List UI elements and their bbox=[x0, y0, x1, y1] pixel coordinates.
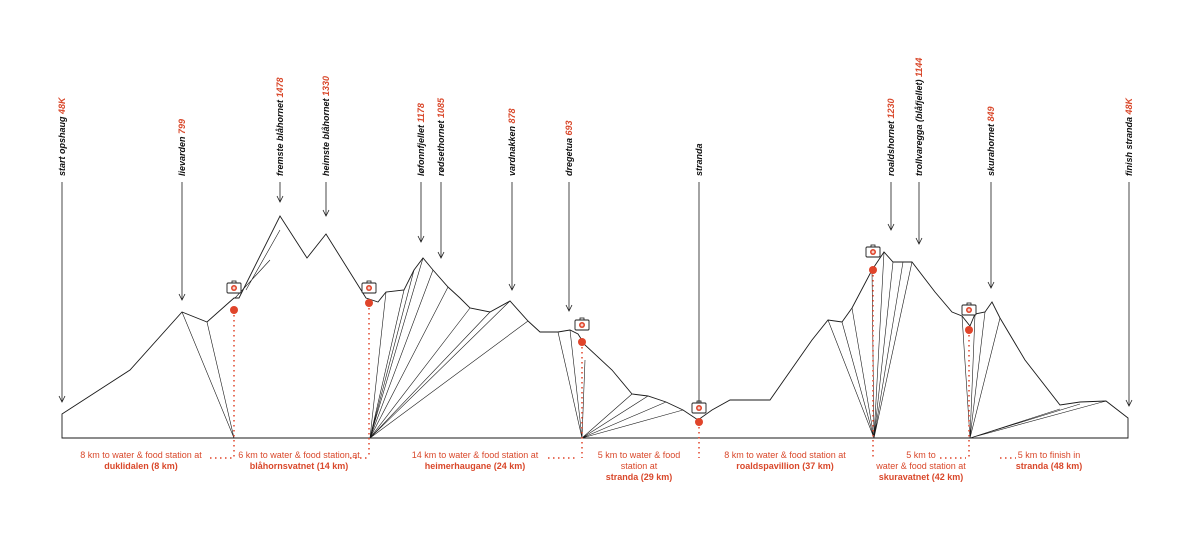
arrow-down-icon bbox=[276, 195, 284, 203]
first-aid-kit-icon bbox=[361, 280, 377, 294]
peak-name: dregetua bbox=[564, 138, 574, 176]
peak-elevation: 1330 bbox=[321, 76, 331, 99]
segment-note-text: water & food station at bbox=[875, 461, 966, 471]
segment-note-text: station at bbox=[621, 461, 658, 471]
segment-note-text: 5 km to finish in bbox=[1018, 450, 1081, 460]
peak-name: start opshaug bbox=[57, 116, 67, 176]
segment-note-destination: heimerhaugane (24 km) bbox=[425, 461, 526, 471]
station-stranda bbox=[691, 400, 707, 458]
peak-name: fremste blåhornet bbox=[275, 99, 285, 176]
segment-note-destination: duklidalen (8 km) bbox=[104, 461, 178, 471]
station-dot bbox=[578, 338, 586, 346]
segment-note-destination: roaldspavillion (37 km) bbox=[736, 461, 834, 471]
arrow-down-icon bbox=[322, 209, 330, 217]
first-aid-kit-icon bbox=[226, 280, 242, 294]
arrow-down-icon bbox=[887, 223, 895, 231]
peak-labels: start opshaug 48K lievarden 799 fremste bl… bbox=[57, 58, 1134, 176]
peak-name: vardnakken bbox=[507, 125, 517, 176]
station-duklidalen bbox=[226, 280, 242, 458]
arrow-down-icon bbox=[58, 395, 66, 403]
first-aid-kit-icon bbox=[574, 317, 590, 331]
segment-note: 14 km to water & food station atheimerha… bbox=[412, 450, 539, 471]
station-dot bbox=[695, 418, 703, 426]
station-roaldshornet bbox=[865, 244, 881, 458]
peak-elevation: 48K bbox=[57, 96, 67, 117]
peak-label-lievarden: lievarden 799 bbox=[177, 119, 187, 176]
segment-note-text: 5 km to water & food bbox=[598, 450, 681, 460]
arrow-down-icon bbox=[508, 283, 516, 291]
peak-label-start-opshaug: start opshaug 48K bbox=[57, 96, 67, 176]
segment-note-destination: blåhornsvatnet (14 km) bbox=[250, 461, 349, 471]
arrow-down-icon bbox=[437, 251, 445, 259]
peak-label-roaldshornet: roaldshornet 1230 bbox=[886, 98, 896, 176]
peak-elevation: 1144 bbox=[914, 58, 924, 80]
peak-name: trollvaregga (blåfjellet) bbox=[914, 79, 924, 176]
peak-label-r-dsethornet: rødsethornet 1085 bbox=[436, 97, 446, 176]
peak-elevation: 48K bbox=[1124, 96, 1134, 117]
peak-label-dregetua: dregetua 693 bbox=[564, 120, 574, 176]
arrow-down-icon bbox=[565, 304, 573, 312]
peak-name: lievarden bbox=[177, 136, 187, 176]
peak-elevation: 1085 bbox=[436, 97, 446, 121]
segment-notes: 8 km to water & food station atduklidale… bbox=[80, 450, 1082, 482]
segment-note-destination: skuravatnet (42 km) bbox=[879, 472, 964, 482]
peak-elevation: 693 bbox=[564, 120, 574, 138]
peak-name: stranda bbox=[694, 143, 704, 176]
station-dot bbox=[965, 326, 973, 334]
segment-note: 6 km to water & food station atblåhornsv… bbox=[238, 450, 360, 471]
peak-label-skurahornet: skurahornet 849 bbox=[986, 106, 996, 176]
peak-elevation: 1178 bbox=[416, 103, 426, 125]
peak-label-fremste-bla-hornet: fremste blåhornet 1478 bbox=[275, 77, 285, 176]
peak-label-l-fonnfjellet: løfonnfjellet 1178 bbox=[416, 103, 426, 176]
station-markers bbox=[210, 244, 1016, 459]
segment-note-text: 8 km to water & food station at bbox=[724, 450, 846, 460]
peak-elevation: 1478 bbox=[275, 77, 285, 100]
station-dot bbox=[869, 266, 877, 274]
peak-name: finish stranda bbox=[1124, 117, 1134, 176]
peak-elevation: 878 bbox=[507, 108, 517, 126]
peak-name: rødsethornet bbox=[436, 119, 446, 176]
station-dot bbox=[230, 306, 238, 314]
first-aid-kit-icon bbox=[691, 400, 707, 414]
segment-note: 8 km to water & food station atduklidale… bbox=[80, 450, 202, 471]
first-aid-kit-icon bbox=[865, 244, 881, 258]
peak-name: skurahornet bbox=[986, 123, 996, 176]
arrow-down-icon bbox=[417, 235, 425, 243]
arrow-down-icon bbox=[915, 237, 923, 245]
peak-label-vardnakken: vardnakken 878 bbox=[507, 108, 517, 176]
peak-elevation: 849 bbox=[986, 106, 996, 124]
segment-note-text: 8 km to water & food station at bbox=[80, 450, 202, 460]
peak-elevation: 1230 bbox=[886, 98, 896, 121]
peak-name: løfonnfjellet bbox=[416, 124, 426, 176]
peak-label-heimste-bla-hornet: heimste blåhornet 1330 bbox=[321, 76, 331, 176]
arrow-down-icon bbox=[1125, 399, 1133, 407]
segment-note: 8 km to water & food station atroaldspav… bbox=[724, 450, 846, 471]
station-bla-hornsvatnet bbox=[361, 280, 377, 458]
segment-note-text: 5 km to bbox=[906, 450, 936, 460]
leader-lines bbox=[58, 182, 1133, 413]
station-dot bbox=[365, 299, 373, 307]
segment-note-text: 6 km to water & food station at bbox=[238, 450, 360, 460]
peak-name: heimste blåhornet bbox=[321, 97, 331, 176]
segment-note-text: 14 km to water & food station at bbox=[412, 450, 539, 460]
segment-note-destination: stranda (29 km) bbox=[606, 472, 673, 482]
station-dregetua bbox=[574, 317, 590, 458]
peak-label-trollvaregga-bla-fjellet: trollvaregga (blåfjellet) 1144 bbox=[914, 58, 924, 176]
station-skuravatnet bbox=[961, 302, 977, 458]
segment-note-destination: stranda (48 km) bbox=[1016, 461, 1083, 471]
arrow-down-icon bbox=[987, 281, 995, 289]
peak-elevation: 799 bbox=[177, 119, 187, 137]
peak-name: roaldshornet bbox=[886, 120, 896, 176]
peak-label-stranda: stranda bbox=[694, 143, 704, 176]
first-aid-kit-icon bbox=[961, 302, 977, 316]
ridge-lines bbox=[181, 229, 1107, 439]
arrow-down-icon bbox=[178, 293, 186, 301]
peak-label-finish-stranda: finish stranda 48K bbox=[1124, 96, 1134, 176]
